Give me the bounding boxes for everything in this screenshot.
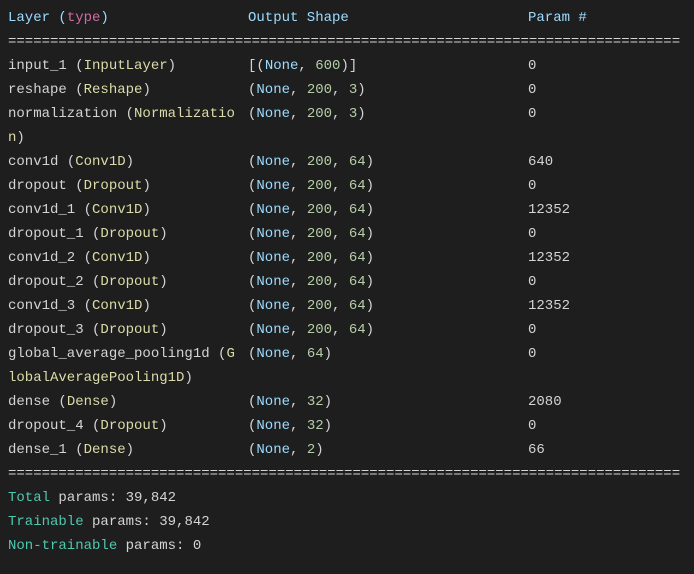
header-output-shape: Output Shape bbox=[248, 6, 528, 30]
shape-cell: (None, 32) bbox=[248, 414, 528, 438]
params-cell: 0 bbox=[528, 414, 536, 438]
table-row: dropout_3 (Dropout)(None, 200, 64)0 bbox=[8, 318, 686, 342]
shape-cell: (None, 2) bbox=[248, 438, 528, 462]
table-row: dense_1 (Dense)(None, 2)66 bbox=[8, 438, 686, 462]
shape-cell: (None, 200, 64) bbox=[248, 198, 528, 222]
layer-cell: dense (Dense) bbox=[8, 390, 248, 414]
table-row: conv1d_1 (Conv1D)(None, 200, 64)12352 bbox=[8, 198, 686, 222]
table-row: dropout_2 (Dropout)(None, 200, 64)0 bbox=[8, 270, 686, 294]
table-row: reshape (Reshape)(None, 200, 3)0 bbox=[8, 78, 686, 102]
table-row: global_average_pooling1d (G(None, 64)0 bbox=[8, 342, 686, 366]
shape-cell: (None, 200, 64) bbox=[248, 246, 528, 270]
params-cell: 640 bbox=[528, 150, 553, 174]
layer-cell: input_1 (InputLayer) bbox=[8, 54, 248, 78]
model-summary: Layer (type)Output ShapeParam #=========… bbox=[8, 6, 686, 558]
layer-cell: reshape (Reshape) bbox=[8, 78, 248, 102]
layer-cell: dropout (Dropout) bbox=[8, 174, 248, 198]
layer-cell: global_average_pooling1d (G bbox=[8, 342, 248, 366]
divider-top: ========================================… bbox=[8, 30, 686, 54]
shape-cell: (None, 200, 64) bbox=[248, 270, 528, 294]
shape-cell: (None, 32) bbox=[248, 390, 528, 414]
params-cell: 0 bbox=[528, 222, 536, 246]
params-cell: 0 bbox=[528, 54, 536, 78]
table-row: dropout_4 (Dropout)(None, 32)0 bbox=[8, 414, 686, 438]
layer-cell: conv1d_1 (Conv1D) bbox=[8, 198, 248, 222]
header-params: Param # bbox=[528, 6, 587, 30]
params-cell: 0 bbox=[528, 318, 536, 342]
totals-line: Non-trainable params: 0 bbox=[8, 534, 686, 558]
params-cell: 0 bbox=[528, 342, 536, 366]
params-cell: 0 bbox=[528, 102, 536, 126]
table-row-wrap: lobalAveragePooling1D) bbox=[8, 366, 686, 390]
totals-line: Trainable params: 39,842 bbox=[8, 510, 686, 534]
params-cell: 12352 bbox=[528, 294, 570, 318]
layer-cell: dropout_2 (Dropout) bbox=[8, 270, 248, 294]
layer-cell: normalization (Normalizatio bbox=[8, 102, 248, 126]
table-row: input_1 (InputLayer)[(None, 600)]0 bbox=[8, 54, 686, 78]
params-cell: 0 bbox=[528, 78, 536, 102]
shape-cell: (None, 200, 64) bbox=[248, 150, 528, 174]
layer-cell: conv1d_3 (Conv1D) bbox=[8, 294, 248, 318]
layer-cell: conv1d_2 (Conv1D) bbox=[8, 246, 248, 270]
shape-cell: (None, 200, 64) bbox=[248, 318, 528, 342]
layer-cell: dropout_4 (Dropout) bbox=[8, 414, 248, 438]
table-row: conv1d_3 (Conv1D)(None, 200, 64)12352 bbox=[8, 294, 686, 318]
shape-cell: (None, 200, 64) bbox=[248, 174, 528, 198]
shape-cell: [(None, 600)] bbox=[248, 54, 528, 78]
shape-cell: (None, 200, 64) bbox=[248, 222, 528, 246]
header-layer: Layer (type) bbox=[8, 6, 248, 30]
totals-line: Total params: 39,842 bbox=[8, 486, 686, 510]
layer-cell: dropout_1 (Dropout) bbox=[8, 222, 248, 246]
table-row: dense (Dense)(None, 32)2080 bbox=[8, 390, 686, 414]
table-row: normalization (Normalizatio(None, 200, 3… bbox=[8, 102, 686, 126]
shape-cell: (None, 200, 3) bbox=[248, 102, 528, 126]
shape-cell: (None, 200, 3) bbox=[248, 78, 528, 102]
divider-bottom: ========================================… bbox=[8, 462, 686, 486]
table-row: conv1d_2 (Conv1D)(None, 200, 64)12352 bbox=[8, 246, 686, 270]
layer-cell: dense_1 (Dense) bbox=[8, 438, 248, 462]
header-row: Layer (type)Output ShapeParam # bbox=[8, 6, 686, 30]
params-cell: 12352 bbox=[528, 246, 570, 270]
table-row: dropout_1 (Dropout)(None, 200, 64)0 bbox=[8, 222, 686, 246]
params-cell: 0 bbox=[528, 270, 536, 294]
params-cell: 2080 bbox=[528, 390, 562, 414]
params-cell: 66 bbox=[528, 438, 545, 462]
params-cell: 0 bbox=[528, 174, 536, 198]
params-cell: 12352 bbox=[528, 198, 570, 222]
shape-cell: (None, 64) bbox=[248, 342, 528, 366]
table-row-wrap: n) bbox=[8, 126, 686, 150]
layer-cell: dropout_3 (Dropout) bbox=[8, 318, 248, 342]
shape-cell: (None, 200, 64) bbox=[248, 294, 528, 318]
table-row: dropout (Dropout)(None, 200, 64)0 bbox=[8, 174, 686, 198]
layer-cell: conv1d (Conv1D) bbox=[8, 150, 248, 174]
table-row: conv1d (Conv1D)(None, 200, 64)640 bbox=[8, 150, 686, 174]
